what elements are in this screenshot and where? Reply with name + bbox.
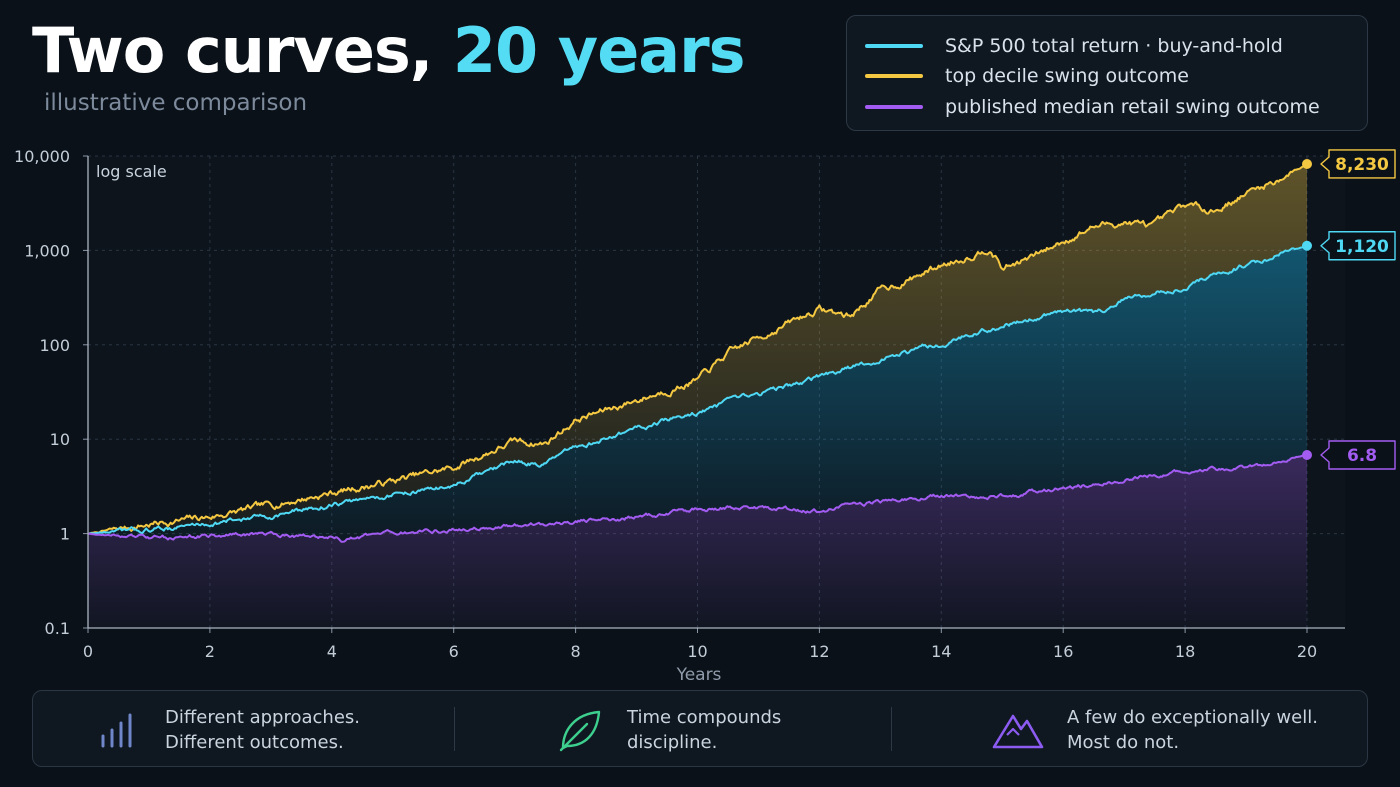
x-tick-label: 2 (205, 642, 215, 661)
footer-divider (454, 707, 455, 751)
x-tick-label: 6 (449, 642, 459, 661)
series-end-label: 1,120 (1335, 237, 1389, 257)
legend-item-top-decile: top decile swing outcome (865, 64, 1189, 88)
footer-line-1: Different approaches. (165, 707, 361, 728)
series-area (88, 245, 1307, 542)
series-end-marker (1302, 450, 1312, 461)
line-chart: 0.1 1 10 100 1,000 10,000 0 2 4 6 8 10 12 14 16 18 20 8,… (14, 147, 1396, 685)
legend-swatch (865, 74, 923, 78)
footer-line-2: discipline. (627, 732, 718, 753)
footer-item-compounds: Time compounds discipline. (557, 705, 781, 755)
footer-line-2: Different outcomes. (165, 732, 344, 753)
y-tick-label: 10,000 (14, 147, 70, 166)
x-axis-title: Years (676, 665, 722, 685)
footer-item-approaches: Different approaches. Different outcomes… (97, 705, 360, 755)
series-end-label-box (1320, 231, 1396, 261)
area-fills (88, 164, 1307, 628)
leaf-icon (559, 710, 601, 752)
footer-line-1: Time compounds (627, 707, 782, 728)
x-tick-label: 14 (931, 642, 951, 661)
series-line (87, 454, 1308, 543)
legend-label: top decile swing outcome (945, 65, 1189, 87)
mountain-icon (992, 714, 1044, 749)
legend-label: S&P 500 total return · buy-and-hold (945, 35, 1283, 57)
legend-item-median-retail: published median retail swing outcome (865, 95, 1320, 119)
bars-icon (101, 713, 132, 748)
legend-swatch (865, 105, 923, 109)
series-line (87, 244, 1308, 535)
footer-text: Different approaches. Different outcomes… (165, 705, 360, 755)
footer-divider (891, 707, 892, 751)
y-tick-label: 100 (39, 336, 70, 355)
page-title: Two curves, 20 years (32, 14, 746, 87)
legend-swatch (865, 44, 923, 48)
series-end-label-box (1320, 440, 1396, 470)
footer-line-1: A few do exceptionally well. (1067, 707, 1318, 728)
x-tick-label: 12 (809, 642, 829, 661)
title-main: Two curves, (32, 14, 433, 87)
series-end-label: 8,230 (1335, 155, 1389, 175)
series-end-label-box (1320, 149, 1396, 179)
series-lines (87, 163, 1308, 543)
x-tick-label: 20 (1297, 642, 1317, 661)
y-tick-label: 0.1 (45, 619, 70, 638)
log-scale-note: log scale (96, 162, 167, 181)
legend-label: published median retail swing outcome (945, 96, 1320, 118)
footer-panel: Different approaches. Different outcomes… (32, 690, 1368, 767)
series-end-label: 6.8 (1347, 446, 1377, 466)
title-accent: 20 years (452, 14, 746, 87)
legend: S&P 500 total return · buy-and-hold top … (846, 15, 1368, 131)
series-line (87, 163, 1308, 535)
series-end-marker (1302, 158, 1312, 169)
end-labels: 8,230 1,120 6.8 (1302, 149, 1396, 470)
footer-line-2: Most do not. (1067, 732, 1180, 753)
x-tick-label: 18 (1175, 642, 1195, 661)
y-tick-label: 10 (50, 430, 70, 449)
legend-item-sp500: S&P 500 total return · buy-and-hold (865, 34, 1283, 58)
x-tick-label: 8 (571, 642, 581, 661)
y-tick-label: 1 (60, 525, 70, 544)
x-tick-label: 16 (1053, 642, 1073, 661)
footer-text: A few do exceptionally well. Most do not… (1067, 705, 1318, 755)
x-tick-label: 10 (687, 642, 707, 661)
series-area (88, 455, 1307, 628)
y-tick-label: 1,000 (24, 241, 70, 260)
footer-item-few-do-well: A few do exceptionally well. Most do not… (991, 705, 1318, 755)
x-tick-label: 4 (327, 642, 337, 661)
series-end-marker (1302, 240, 1312, 251)
axes: 0.1 1 10 100 1,000 10,000 0 2 4 6 8 10 12 14 16 18 20 (14, 147, 1345, 661)
x-tick-label: 0 (83, 642, 93, 661)
footer-text: Time compounds discipline. (627, 705, 781, 755)
page-subtitle: illustrative comparison (44, 90, 308, 116)
